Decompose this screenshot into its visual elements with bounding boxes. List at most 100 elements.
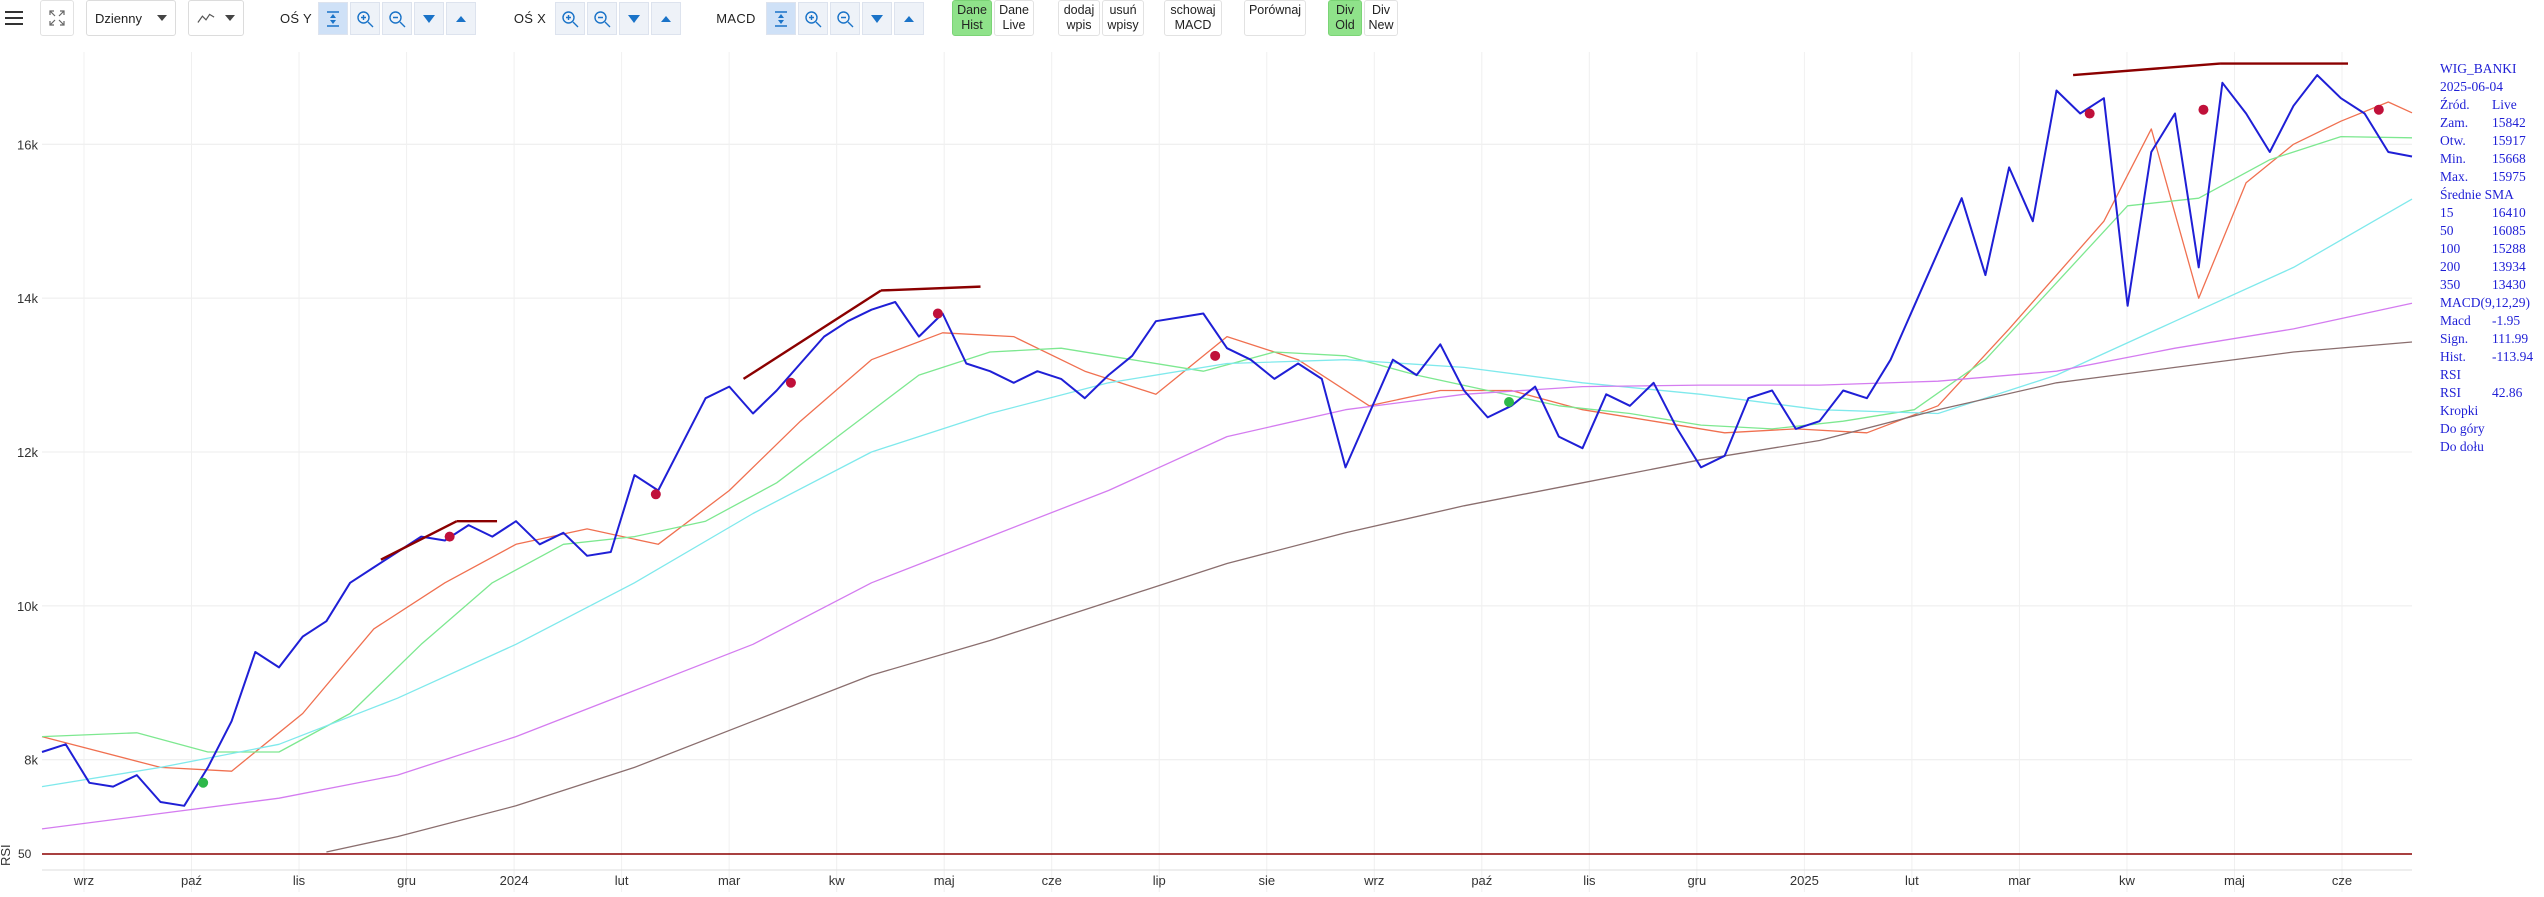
info-row: Macd -1.95 [2440, 312, 2540, 330]
x-tick-label: cze [2332, 873, 2352, 888]
dane-hist-line2: Hist [961, 18, 983, 32]
dot-up [1504, 397, 1515, 407]
scroll-up-y-icon[interactable] [446, 2, 476, 35]
x-tick-label: kw [2119, 873, 2136, 888]
info-row: Hist. -113.94 [2440, 348, 2540, 366]
sma-lines [41, 101, 2413, 853]
scroll-down-macd-icon[interactable] [862, 2, 892, 35]
dane-hist-button[interactable]: Dane Hist [952, 0, 992, 36]
zoom-out-macd-icon[interactable] [830, 2, 860, 35]
quote-rows: Źród. Live Zam. 15842 Otw. 15917 Min. 15668 Max.… [2440, 96, 2540, 186]
dots-down-label[interactable]: Do dołu [2440, 439, 2484, 454]
sma-title: Średnie SMA [2440, 187, 2514, 202]
x-axis: wrz paź lis gru 2024 lut mar kw maj cze lip sie wrz p… [42, 869, 2412, 888]
info-row: Otw. 15917 [2440, 132, 2540, 150]
schowaj-macd-button[interactable]: schowaj MACD [1164, 0, 1222, 36]
info-row: Zam. 15842 [2440, 114, 2540, 132]
zoom-in-macd-icon[interactable] [798, 2, 828, 35]
info-value: 15975 [2492, 169, 2526, 184]
toolbar: Dzienny OŚ Y OŚ X MACD Dane Hist Dane Li… [0, 0, 2544, 38]
macd-title: MACD(9,12,29) [2440, 295, 2530, 310]
x-tick-label: 2025 [1790, 873, 1819, 888]
symbol-name: WIG_BANKI [2440, 61, 2517, 76]
info-key: Max. [2440, 169, 2469, 184]
dot-down [444, 531, 455, 542]
fullscreen-icon[interactable] [40, 0, 74, 36]
dot-down [785, 377, 796, 388]
x-tick-label: gru [397, 873, 416, 888]
x-tick-label: lis [293, 873, 306, 888]
schowaj-macd-line1: schowaj [1170, 3, 1216, 17]
dane-live-button[interactable]: Dane Live [994, 0, 1034, 36]
fit-y-icon[interactable] [318, 2, 348, 35]
x-tick-label: gru [1687, 873, 1706, 888]
series-sma200-line [41, 302, 2413, 830]
y-tick-label: 16k [17, 137, 38, 152]
info-key: Źród. [2440, 97, 2470, 112]
sma-rows: 15 16410 50 16085 100 15288 200 13934 350 13430 [2440, 204, 2540, 294]
info-row: 50 16085 [2440, 222, 2540, 240]
info-row: RSI 42.86 [2440, 384, 2540, 402]
info-row: 100 15288 [2440, 240, 2540, 258]
menu-icon[interactable] [4, 0, 24, 36]
info-key: Zam. [2440, 115, 2469, 130]
series-price-line [41, 74, 2413, 807]
porownaj-button[interactable]: Porównaj [1244, 0, 1306, 36]
interval-value: Dzienny [95, 10, 142, 26]
info-value: -1.95 [2492, 313, 2521, 328]
div-old-button[interactable]: Div Old [1328, 0, 1362, 36]
series-sma350-line [326, 341, 2413, 853]
info-key: Otw. [2440, 133, 2466, 148]
rsi-title: RSI [2440, 367, 2462, 382]
dot-down [2373, 104, 2384, 115]
y-tick-label: 10k [17, 599, 38, 614]
x-tick-label: 2024 [500, 873, 529, 888]
dot-down [650, 489, 661, 500]
rsi-rows: RSI 42.86 [2440, 384, 2540, 402]
axis-x-label: OŚ X [513, 10, 547, 26]
info-key: Macd [2440, 313, 2471, 328]
info-value: 15917 [2492, 133, 2526, 148]
trend-line [880, 285, 981, 292]
y-tick-label: 8k [24, 753, 38, 768]
x-tick-label: lip [1153, 873, 1166, 888]
div-old-line2: Old [1335, 18, 1355, 32]
dane-live-line2: Live [1002, 18, 1026, 32]
zoom-in-y-icon[interactable] [350, 2, 380, 35]
info-value: 13934 [2492, 259, 2526, 274]
x-tick-label: wrz [1363, 873, 1384, 888]
price-line [41, 74, 2413, 807]
dodaj-wpis-button[interactable]: dodaj wpis [1058, 0, 1100, 36]
info-row: 15 16410 [2440, 204, 2540, 222]
dot-down [2084, 108, 2095, 119]
interval-select[interactable]: Dzienny [86, 0, 176, 36]
chevron-down-icon [225, 15, 235, 21]
info-key: 15 [2440, 205, 2454, 220]
zoom-out-y-icon[interactable] [382, 2, 412, 35]
price-chart[interactable]: 8k 10k 12k 14k 16k wrz paź lis gru 2024 lut mar kw m… [0, 38, 2544, 897]
series-sma15-line [41, 101, 2413, 772]
line-chart-icon [197, 13, 215, 23]
div-new-button[interactable]: Div New [1364, 0, 1398, 36]
scroll-down-y-icon[interactable] [414, 2, 444, 35]
info-row: Min. 15668 [2440, 150, 2540, 168]
macd-rows: Macd -1.95 Sign. 111.99 Hist. -113.94 [2440, 312, 2540, 366]
rsi-axis-label: RSI [0, 844, 13, 866]
scroll-up-x-icon[interactable] [651, 2, 681, 35]
chart-type-select[interactable] [188, 0, 244, 36]
scroll-down-x-icon[interactable] [619, 2, 649, 35]
scroll-up-macd-icon[interactable] [894, 2, 924, 35]
zoom-in-x-icon[interactable] [555, 2, 585, 35]
x-tick-label: paź [181, 873, 202, 888]
trend-line [2072, 62, 2221, 77]
dots-up-label[interactable]: Do góry [2440, 421, 2485, 436]
fit-macd-icon[interactable] [766, 2, 796, 35]
porownaj-label: Porównaj [1248, 3, 1302, 17]
usun-wpisy-line2: wpisy [1107, 18, 1139, 32]
info-row: Max. 15975 [2440, 168, 2540, 186]
zoom-out-x-icon[interactable] [587, 2, 617, 35]
dot-down [932, 308, 943, 319]
usun-wpisy-button[interactable]: usuń wpisy [1102, 0, 1144, 36]
x-tick-label: cze [1042, 873, 1062, 888]
rsi-tick-label: 50 [18, 847, 32, 861]
